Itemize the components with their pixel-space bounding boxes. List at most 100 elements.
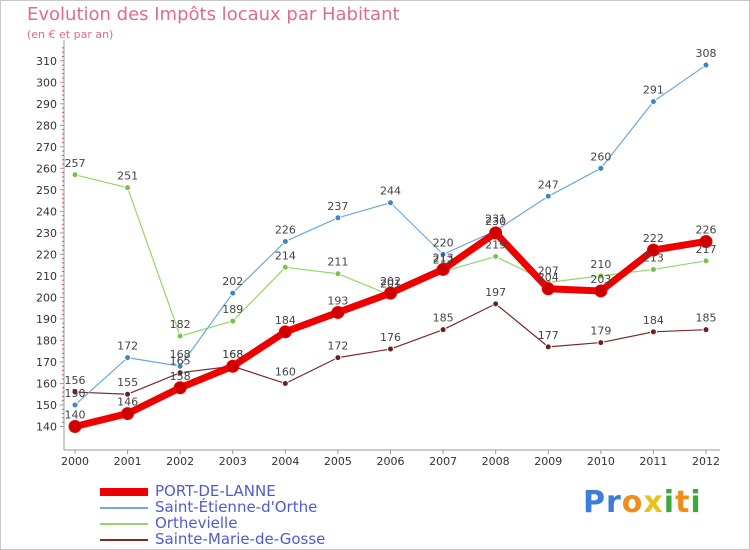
y-tick-label: 270 [36, 141, 57, 154]
data-point [595, 285, 607, 297]
logo-letter: o [622, 485, 644, 520]
data-label: 217 [696, 243, 717, 256]
y-tick-label: 190 [36, 313, 57, 326]
data-label: 219 [485, 239, 506, 252]
data-point [72, 402, 78, 408]
data-label: 155 [117, 376, 138, 389]
data-point [703, 62, 709, 68]
logo-letter: r [606, 485, 622, 520]
data-point [177, 333, 183, 339]
data-point [598, 165, 604, 171]
data-point [598, 340, 604, 346]
data-label: 308 [696, 47, 717, 60]
data-label: 222 [643, 232, 664, 245]
y-tick-label: 180 [36, 334, 57, 347]
data-label: 193 [327, 294, 348, 307]
data-label: 165 [170, 355, 191, 368]
legend-swatch-orthevielle [100, 523, 148, 525]
line-chart: 1401501601701801902002102202302402502602… [0, 0, 750, 550]
data-label: 168 [222, 348, 243, 361]
data-label: 226 [275, 223, 296, 236]
logo-letter: i [690, 485, 701, 520]
data-label: 251 [117, 170, 138, 183]
y-tick-label: 230 [36, 227, 57, 240]
logo-letter: t [675, 485, 690, 520]
x-tick-label: 2008 [482, 455, 510, 468]
y-tick-label: 290 [36, 98, 57, 111]
data-point [335, 215, 341, 221]
x-tick-label: 2010 [587, 455, 615, 468]
x-tick-label: 2003 [219, 455, 247, 468]
data-label: 201 [380, 277, 401, 290]
data-label: 185 [696, 312, 717, 325]
data-label: 237 [327, 200, 348, 213]
data-point [332, 306, 344, 318]
data-label: 172 [327, 340, 348, 353]
data-label: 158 [170, 370, 191, 383]
data-label: 189 [222, 303, 243, 316]
data-point [69, 420, 81, 432]
data-label: 179 [590, 325, 611, 338]
data-point [282, 238, 288, 244]
data-point [230, 290, 236, 296]
data-point [279, 326, 291, 338]
y-tick-label: 200 [36, 291, 57, 304]
data-point [335, 355, 341, 361]
data-point [650, 329, 656, 335]
y-tick-label: 160 [36, 377, 57, 390]
data-label: 182 [170, 318, 191, 331]
legend-swatch-sainte-marie-de-gosse [100, 539, 148, 541]
x-tick-label: 2006 [377, 455, 405, 468]
logo-letter: P [583, 485, 606, 520]
data-label: 207 [538, 264, 559, 277]
data-point [227, 360, 239, 372]
data-label: 184 [643, 314, 664, 327]
data-point [125, 355, 131, 361]
series-line-2 [75, 175, 706, 336]
data-label: 140 [65, 408, 86, 421]
y-tick-label: 240 [36, 205, 57, 218]
x-tick-label: 2011 [639, 455, 667, 468]
y-tick-label: 300 [36, 76, 57, 89]
x-tick-label: 2007 [429, 455, 457, 468]
data-point [545, 193, 551, 199]
legend-label: Sainte-Marie-de-Gosse [155, 530, 325, 548]
data-label: 156 [65, 374, 86, 387]
x-tick-label: 2004 [271, 455, 299, 468]
data-label: 220 [433, 236, 454, 249]
data-label: 146 [117, 396, 138, 409]
data-point [388, 346, 394, 352]
legend-swatch-saint-etienne-d-orthe [100, 507, 148, 509]
data-point [650, 99, 656, 105]
data-label: 244 [380, 185, 401, 198]
x-tick-label: 2012 [692, 455, 720, 468]
data-point [282, 264, 288, 270]
x-tick-label: 2000 [61, 455, 89, 468]
data-point [388, 200, 394, 206]
data-point [335, 271, 341, 277]
data-label: 226 [696, 223, 717, 236]
y-tick-label: 250 [36, 184, 57, 197]
x-tick-label: 2002 [166, 455, 194, 468]
data-point [545, 344, 551, 350]
proxiti-logo: Proxiti [583, 485, 702, 520]
data-label: 203 [590, 273, 611, 286]
logo-letter: i [664, 485, 675, 520]
x-tick-label: 2001 [114, 455, 142, 468]
data-label: 260 [590, 150, 611, 163]
data-label: 214 [275, 249, 296, 262]
data-label: 210 [590, 258, 611, 271]
data-point [125, 185, 131, 191]
data-point [282, 380, 288, 386]
data-label: 172 [117, 340, 138, 353]
data-label: 213 [643, 251, 664, 264]
data-label: 231 [485, 213, 506, 226]
data-label: 160 [275, 365, 296, 378]
data-point [703, 327, 709, 333]
data-label: 197 [485, 286, 506, 299]
data-point [490, 227, 502, 239]
data-point [542, 283, 554, 295]
logo-letter: x [643, 485, 663, 520]
y-tick-label: 280 [36, 119, 57, 132]
data-label: 212 [433, 254, 454, 267]
